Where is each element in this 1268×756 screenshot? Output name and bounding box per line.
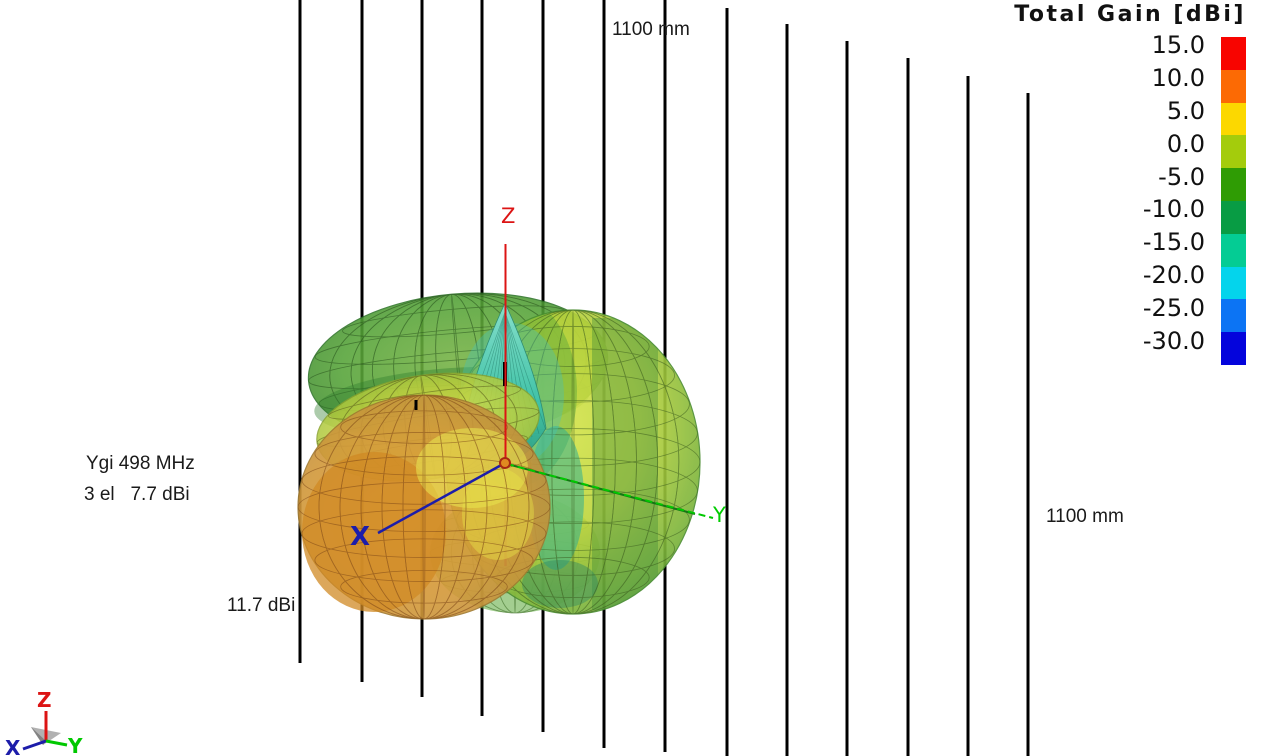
legend-entry: -20.0	[1014, 261, 1246, 300]
scale-max-label: 11.7 dBi	[227, 595, 296, 616]
legend-entry: 15.0	[1014, 31, 1246, 70]
legend-swatch	[1221, 266, 1246, 300]
triad-z-label: Z	[37, 688, 52, 712]
legend-swatch	[1221, 200, 1246, 234]
legend-value: -30.0	[1142, 326, 1205, 355]
legend-swatch	[1221, 102, 1246, 136]
legend-swatch	[1221, 299, 1246, 333]
legend-value: -20.0	[1142, 260, 1205, 289]
orientation-triad: Z X Y	[5, 688, 83, 756]
legend-value: -5.0	[1158, 162, 1205, 191]
triad-x-label: X	[5, 736, 21, 756]
y-axis-label: Y	[713, 503, 726, 527]
legend-value: 0.0	[1166, 129, 1205, 158]
antenna-gain-label: 3 el 7.7 dBi	[84, 484, 190, 505]
legend-entry: -15.0	[1014, 228, 1246, 267]
legend-entry: -5.0	[1014, 163, 1246, 201]
legend-swatch	[1221, 233, 1246, 267]
legend-entry: -10.0	[1014, 195, 1246, 234]
legend-value: 10.0	[1151, 64, 1205, 93]
triad-cone-shadow	[31, 727, 46, 745]
legend-value: 5.0	[1166, 96, 1205, 125]
legend-swatch	[1221, 168, 1246, 201]
triad-x-axis	[22, 739, 47, 751]
antenna-name-label: Ygi 498 MHz	[86, 453, 195, 474]
origin-marker	[499, 457, 511, 469]
y-axis-line-inner	[506, 463, 696, 515]
legend-entry: 5.0	[1014, 97, 1246, 136]
legend-entry: 0.0	[1014, 130, 1246, 169]
gain-legend: Total Gain [dBi] 15.0 10.0 5.0 0.0 -5.0 -10.0…	[1014, 2, 1246, 365]
legend-rows: 15.0 10.0 5.0 0.0 -5.0 -10.0 -15.0 -20.0 -25.0 -3…	[1014, 31, 1246, 365]
legend-title: Total Gain [dBi]	[1014, 2, 1246, 27]
legend-value: -10.0	[1142, 195, 1205, 224]
legend-entry: 10.0	[1014, 64, 1246, 103]
legend-value: 15.0	[1151, 31, 1205, 60]
radiation-pattern	[297, 292, 701, 620]
legend-swatch	[1221, 135, 1246, 169]
triad-y-label: Y	[67, 734, 83, 756]
legend-entry: -30.0	[1014, 327, 1246, 365]
grid-dimension-label-top: 1100 mm	[612, 19, 690, 40]
legend-value: -15.0	[1142, 228, 1205, 257]
legend-swatch	[1221, 69, 1246, 103]
grid-dimension-label-right: 1100 mm	[1046, 506, 1124, 527]
legend-entry: -25.0	[1014, 294, 1246, 333]
x-axis-label: X	[350, 522, 371, 552]
y-axis-line	[506, 463, 714, 519]
z-axis-label: Z	[501, 204, 516, 228]
legend-swatch	[1221, 37, 1246, 70]
triad-y-axis	[45, 739, 68, 747]
legend-swatch	[1221, 332, 1246, 365]
x-axis-line	[377, 461, 506, 535]
legend-value: -25.0	[1142, 293, 1205, 322]
